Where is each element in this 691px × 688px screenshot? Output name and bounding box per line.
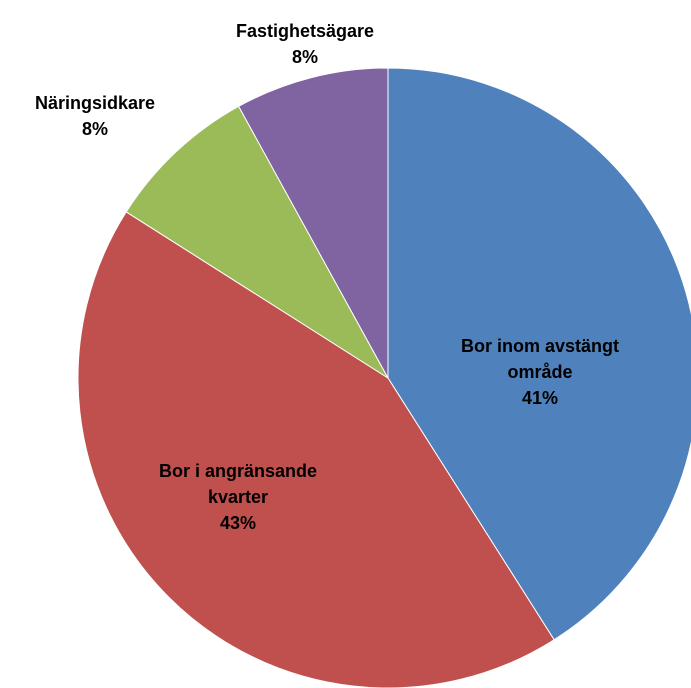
category-label: Fastighetsägare	[235, 21, 375, 41]
value-label: 8%	[81, 119, 108, 139]
pie-slice	[77, 211, 555, 688]
slice-label: Fastighetsägare 8%	[210, 18, 400, 70]
value-label: 41%	[521, 388, 559, 408]
category-label: Bor inom avstängt område	[460, 336, 620, 382]
pie-slice	[125, 105, 389, 379]
value-label: 43%	[219, 513, 257, 533]
value-label: 8%	[291, 47, 318, 67]
slice-label: Näringsidkare 8%	[0, 90, 190, 142]
slice-label: Bor inom avstängt område 41%	[450, 333, 630, 411]
slice-label: Bor i angränsande kvarter 43%	[148, 458, 328, 536]
category-label: Näringsidkare	[34, 93, 156, 113]
pie-slice	[237, 67, 389, 379]
category-label: Bor i angränsande kvarter	[158, 461, 318, 507]
